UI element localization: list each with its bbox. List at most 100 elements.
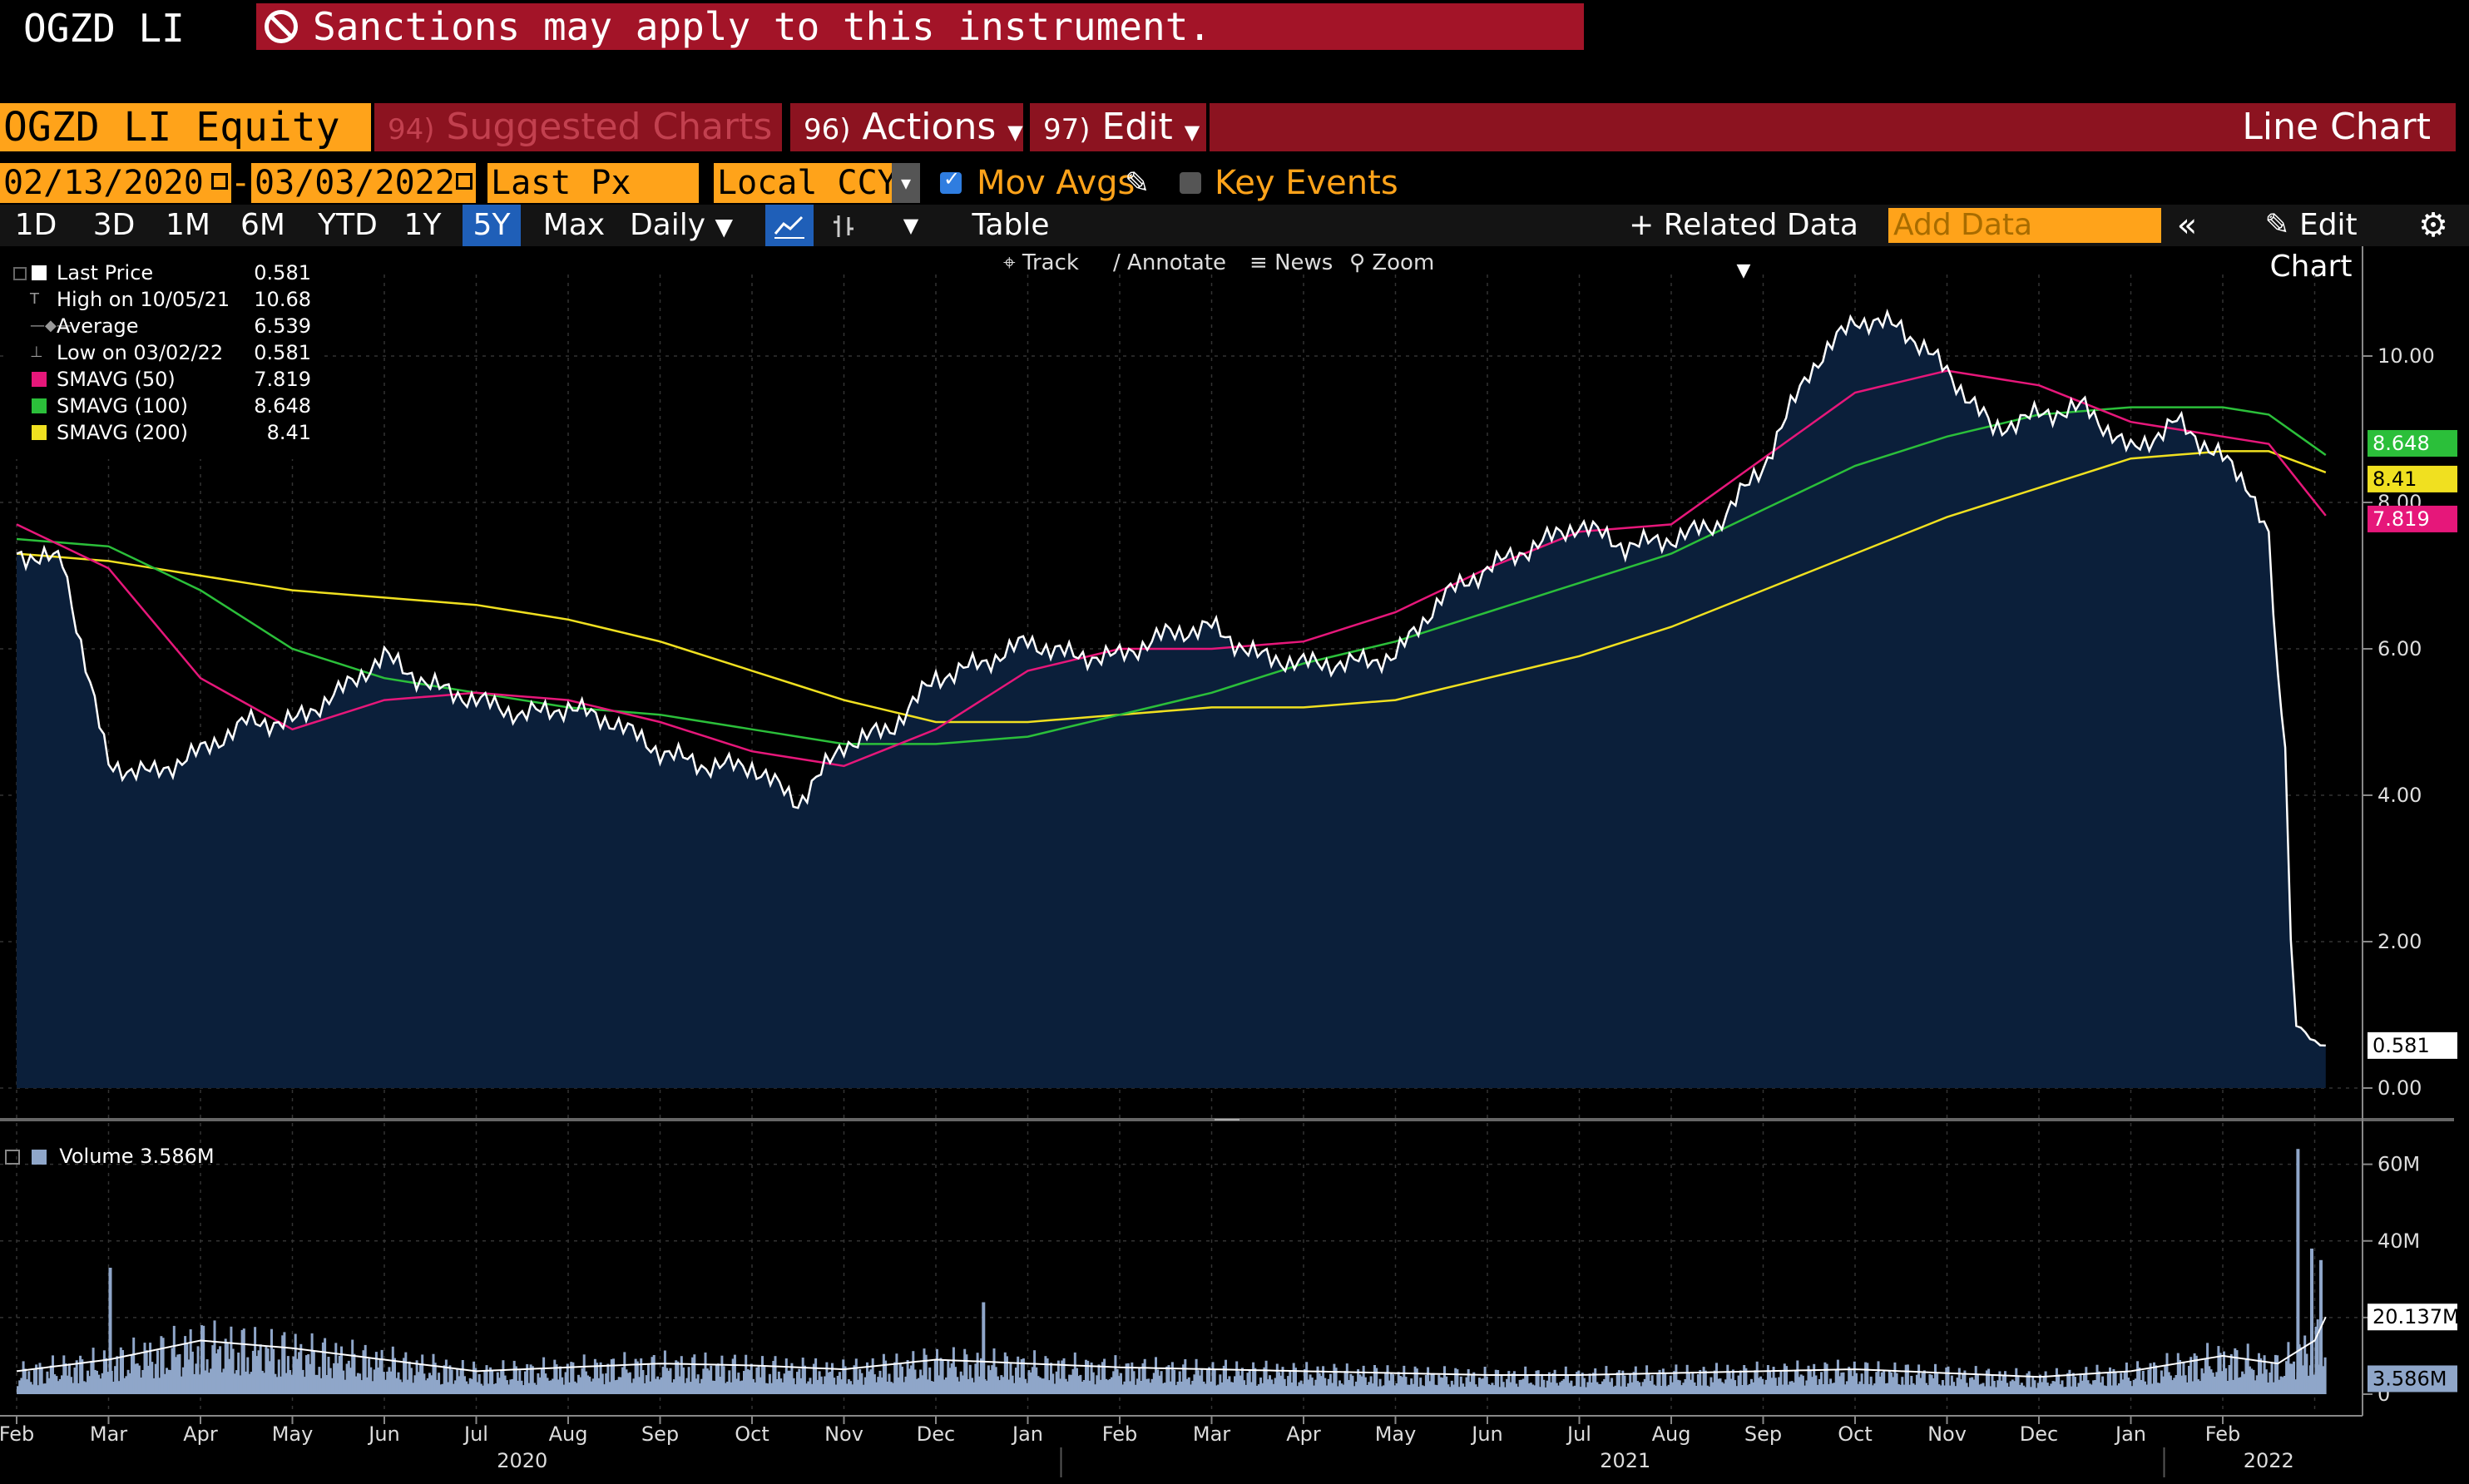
pencil-icon[interactable]: ✎ bbox=[1125, 166, 1150, 200]
track-tool[interactable]: ⌖ Track bbox=[1003, 248, 1079, 278]
table-button[interactable]: Table bbox=[972, 208, 1050, 242]
volume-bar bbox=[1518, 1379, 1521, 1394]
price-area-fill bbox=[17, 311, 2326, 1088]
legend-row[interactable]: SMAVG (50) 7.819 bbox=[5, 366, 321, 393]
volume-bar bbox=[1487, 1383, 1490, 1394]
volume-bar bbox=[46, 1371, 49, 1394]
legend-row[interactable]: SMAVG (100) 8.648 bbox=[5, 393, 321, 419]
volume-bar bbox=[1055, 1371, 1058, 1394]
volume-bar bbox=[1246, 1373, 1249, 1394]
volume-bar bbox=[520, 1380, 523, 1394]
legend-value: 7.819 bbox=[254, 368, 311, 391]
volume-bar bbox=[1594, 1368, 1597, 1394]
legend-row[interactable]: —◆— Average 6.539 bbox=[5, 313, 321, 339]
legend-row[interactable]: Last Price 0.581 bbox=[5, 260, 321, 286]
volume-bar bbox=[755, 1367, 759, 1394]
related-data-menu[interactable]: + Related Data ▼ bbox=[1619, 205, 1868, 281]
volume-bar bbox=[413, 1375, 417, 1394]
volume-bar bbox=[1790, 1381, 1794, 1394]
legend-row[interactable]: ⊥ Low on 03/02/22 0.581 bbox=[5, 339, 321, 366]
volume-bar bbox=[1515, 1383, 1518, 1394]
volume-bar bbox=[2059, 1384, 2062, 1394]
range-button-1d[interactable]: 1D bbox=[14, 208, 57, 242]
legend-marker-icon: —◆— bbox=[30, 317, 72, 334]
range-button-max[interactable]: Max bbox=[542, 208, 606, 242]
mov-avgs-checkbox[interactable]: ✓ bbox=[940, 167, 962, 194]
zoom-tool[interactable]: ⚲ Zoom bbox=[1349, 248, 1434, 278]
volume-bar bbox=[1281, 1367, 1284, 1394]
key-events-checkbox[interactable] bbox=[1180, 172, 1201, 194]
actions-menu[interactable]: 96) Actions ▼ bbox=[790, 103, 1023, 151]
volume-bar bbox=[1890, 1372, 1893, 1394]
edit-menu[interactable]: 97) Edit ▼ bbox=[1030, 103, 1206, 151]
chart-style-dropdown-icon[interactable]: ▼ bbox=[903, 214, 919, 237]
sanction-banner[interactable]: Sanctions may apply to this instrument. bbox=[256, 3, 1584, 50]
volume-bar bbox=[1073, 1352, 1076, 1394]
collapse-left-icon[interactable]: « bbox=[2176, 206, 2198, 245]
legend-row[interactable]: SMAVG (200) 8.41 bbox=[5, 419, 321, 446]
volume-bar bbox=[447, 1382, 450, 1394]
value-badge bbox=[2368, 465, 2457, 492]
volume-bar bbox=[1734, 1380, 1737, 1394]
volume-bar bbox=[933, 1359, 937, 1394]
suggested-charts-menu[interactable]: 94) Suggested Charts ▼ bbox=[374, 103, 782, 195]
volume-bar bbox=[892, 1383, 894, 1394]
gear-icon[interactable]: ⚙ bbox=[2418, 206, 2448, 245]
security-field[interactable]: OGZD LI Equity bbox=[0, 103, 371, 151]
mov-avgs-label[interactable]: Mov Avgs bbox=[977, 164, 1136, 202]
legend-row[interactable]: T High on 10/05/21 10.68 bbox=[5, 286, 321, 313]
annotate-tool[interactable]: ∕ Annotate bbox=[1113, 248, 1226, 278]
volume-bar bbox=[1176, 1382, 1180, 1394]
line-chart-icon[interactable] bbox=[765, 205, 814, 246]
volume-bar bbox=[1511, 1373, 1514, 1394]
volume-bar bbox=[511, 1378, 514, 1394]
volume-bar bbox=[435, 1379, 438, 1394]
expand-icon bbox=[13, 267, 27, 280]
legend-value: 10.68 bbox=[254, 288, 311, 311]
volume-bar bbox=[1838, 1376, 1842, 1394]
volume-bar bbox=[2194, 1355, 2198, 1394]
volume-bar bbox=[2129, 1381, 2132, 1394]
start-date-field[interactable]: 02/13/2020 bbox=[0, 163, 231, 203]
field-selector[interactable]: Last Px bbox=[487, 163, 699, 203]
end-date-field[interactable]: 03/03/2022 bbox=[251, 163, 476, 203]
add-data-input[interactable]: Add Data bbox=[1888, 208, 2161, 243]
volume-bar bbox=[825, 1362, 829, 1394]
bar-chart-icon[interactable] bbox=[824, 205, 865, 246]
volume-bar bbox=[391, 1346, 394, 1394]
volume-bar bbox=[1180, 1381, 1183, 1394]
range-button-1m[interactable]: 1M bbox=[166, 208, 210, 242]
volume-bar bbox=[1289, 1371, 1292, 1394]
volume-bar bbox=[285, 1373, 288, 1394]
range-button-3d[interactable]: 3D bbox=[92, 208, 136, 242]
volume-bar bbox=[1888, 1370, 1891, 1394]
volume-bar bbox=[1992, 1381, 1996, 1394]
volume-bar bbox=[1816, 1384, 1819, 1394]
volume-legend[interactable]: Volume 3.586M bbox=[5, 1141, 215, 1171]
price-volume-chart[interactable]: 10.008.006.004.002.000.00 60M40M20M0 Feb… bbox=[0, 246, 2469, 1484]
volume-bar bbox=[1196, 1370, 1200, 1394]
key-events-label[interactable]: Key Events bbox=[1215, 164, 1398, 202]
range-button-1y[interactable]: 1Y bbox=[403, 208, 442, 242]
volume-bar bbox=[1620, 1386, 1623, 1394]
volume-bar bbox=[2288, 1363, 2292, 1394]
volume-bar bbox=[549, 1380, 552, 1394]
volume-bar bbox=[799, 1378, 803, 1394]
range-button-5y[interactable]: 5Y bbox=[463, 205, 521, 246]
edit-chart-button[interactable]: ✎ Edit Chart bbox=[2219, 205, 2402, 284]
volume-bar bbox=[1015, 1368, 1017, 1394]
volume-bar bbox=[1117, 1376, 1121, 1394]
chart-legend[interactable]: Last Price 0.581 T High on 10/05/21 10.68 —◆—… bbox=[5, 260, 321, 459]
volume-bar bbox=[254, 1327, 257, 1394]
news-tool[interactable]: ≡ News bbox=[1249, 248, 1333, 278]
range-button-ytd[interactable]: YTD bbox=[318, 208, 378, 242]
volume-bar bbox=[777, 1371, 780, 1394]
volume-bar bbox=[675, 1360, 678, 1394]
range-button-6m[interactable]: 6M bbox=[240, 208, 285, 242]
currency-selector[interactable]: Local CCY ▼ bbox=[714, 163, 920, 203]
calendar-icon[interactable] bbox=[211, 173, 228, 190]
volume-bar bbox=[330, 1378, 334, 1394]
volume-bar bbox=[1131, 1362, 1134, 1394]
calendar-icon[interactable] bbox=[456, 173, 473, 190]
frequency-dropdown[interactable]: Daily ▼ bbox=[619, 205, 744, 246]
